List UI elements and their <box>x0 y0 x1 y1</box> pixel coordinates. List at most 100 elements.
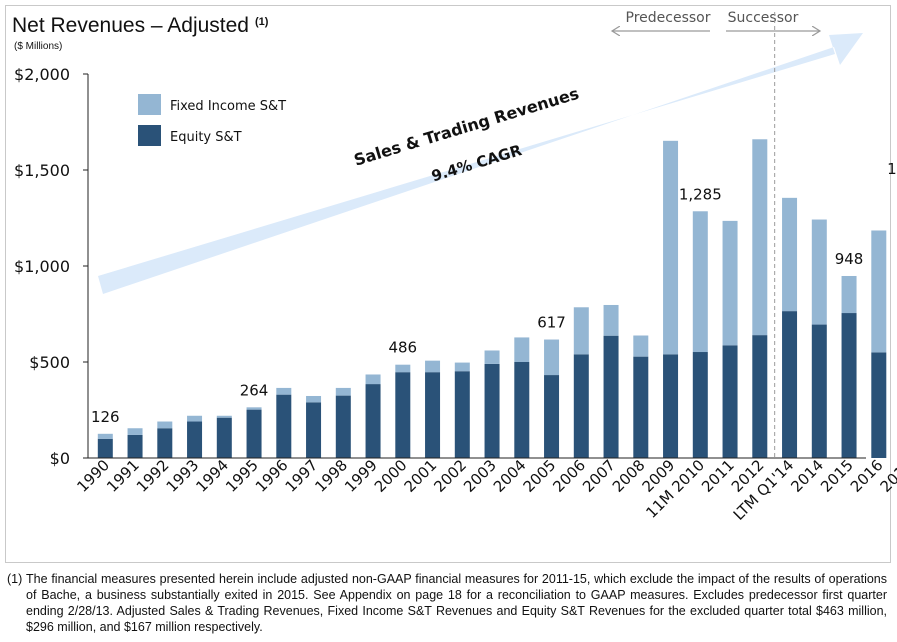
successor-label: Successor <box>728 10 799 26</box>
chart-subtitle: ($ Millions) <box>14 41 62 52</box>
y-tick-label: $1,000 <box>14 257 70 276</box>
x-tick-label: 1996 <box>252 456 292 496</box>
chart-title: Net Revenues – Adjusted (1) <box>12 14 269 37</box>
x-axis: 1990199119921993199419951996199719981999… <box>73 456 897 524</box>
bar-equity-2003 <box>484 363 500 458</box>
bar-fixed-income-2004 <box>514 337 530 362</box>
bar-equity-11m-2010 <box>692 352 708 458</box>
data-label-2000: 486 <box>388 339 417 357</box>
bar-equity-1999 <box>365 384 381 458</box>
bar-fixed-income-2008 <box>633 335 649 357</box>
bar-fixed-income-1992 <box>157 421 173 429</box>
bar-equity-1991 <box>127 434 143 458</box>
bar-fixed-income-2000 <box>395 364 411 373</box>
x-tick-label: 1994 <box>192 456 232 496</box>
bar-fixed-income-2011 <box>722 220 738 346</box>
bar-fixed-income-11m-2010 <box>692 211 708 353</box>
data-labels: 126 264 486 617 1,285 948 1,417 <box>91 160 897 426</box>
data-label-2015: 948 <box>835 250 864 268</box>
bar-equity-2000 <box>395 372 411 458</box>
bar-fixed-income-2015 <box>841 275 857 314</box>
y-axis: $0 $500 $1,000 $1,500 $2,000 <box>14 65 89 468</box>
data-label-2017: 1,417 <box>887 160 897 178</box>
footnote-text: The financial measures presented herein … <box>26 572 887 634</box>
legend-label-equity: Equity S&T <box>170 130 242 145</box>
bar-fixed-income-1995 <box>246 407 262 410</box>
bar-equity-1994 <box>216 417 232 458</box>
bar-equity-2002 <box>454 371 470 458</box>
legend-swatch-fixed-income <box>138 94 161 115</box>
chart-frame <box>5 5 891 563</box>
bar-equity-2008 <box>633 356 649 458</box>
bar-fixed-income-1998 <box>335 387 351 396</box>
x-tick-label: 2002 <box>430 456 470 496</box>
x-tick-label: 2000 <box>371 456 411 496</box>
sales-trading-arrow <box>98 33 863 294</box>
bar-equity-2001 <box>425 372 441 458</box>
bar-fixed-income-1993 <box>187 415 203 422</box>
bar-equity-2006 <box>573 354 589 458</box>
bar-fixed-income-ltm-q1-14 <box>782 197 798 312</box>
bar-equity-2004 <box>514 362 530 458</box>
bar-equity-2015 <box>841 313 857 458</box>
x-tick-label: 2006 <box>549 456 589 496</box>
y-tick-label: $0 <box>50 449 70 468</box>
x-tick-label: 1995 <box>222 456 262 496</box>
legend-label-fixed-income: Fixed Income S&T <box>170 99 286 114</box>
bar-fixed-income-1996 <box>276 387 292 395</box>
x-tick-label: 2003 <box>460 456 500 496</box>
bar-equity-1997 <box>306 402 322 458</box>
bar-equity-2005 <box>544 375 560 458</box>
bar-fixed-income-2005 <box>544 339 560 376</box>
x-tick-label: 1998 <box>311 456 351 496</box>
x-tick-label: 2014 <box>787 456 827 496</box>
bar-equity-2011 <box>722 345 738 458</box>
bar-fixed-income-2006 <box>573 307 589 355</box>
bar-fixed-income-2007 <box>603 304 619 336</box>
x-tick-label: 1992 <box>133 456 173 496</box>
bar-fixed-income-2014 <box>811 219 827 325</box>
bar-equity-1996 <box>276 394 292 458</box>
x-tick-label: 2016 <box>847 456 887 496</box>
bar-equity-ltm-q1-14 <box>782 311 798 458</box>
x-tick-label: 1997 <box>282 456 322 496</box>
bar-equity-1992 <box>157 428 173 458</box>
y-tick-label: $500 <box>29 353 70 372</box>
bar-fixed-income-1994 <box>216 415 232 418</box>
bar-equity-1995 <box>246 409 262 458</box>
bar-fixed-income-1990 <box>97 433 113 439</box>
bar-equity-2007 <box>603 335 619 458</box>
bar-fixed-income-2016 <box>871 230 887 353</box>
bar-equity-1998 <box>335 395 351 458</box>
bar-fixed-income-2001 <box>425 360 441 373</box>
x-tick-label: 2011 <box>698 456 738 496</box>
y-tick-label: $1,500 <box>14 161 70 180</box>
x-tick-label: 1990 <box>73 456 113 496</box>
x-tick-label: 2001 <box>401 456 441 496</box>
x-tick-label: 1999 <box>341 456 381 496</box>
bar-fixed-income-1997 <box>306 395 322 403</box>
x-tick-label: 2007 <box>579 456 619 496</box>
bar-equity-2012 <box>752 335 768 458</box>
data-label-2005: 617 <box>537 314 566 332</box>
footnote-mark: (1) <box>7 572 23 586</box>
bar-fixed-income-2009 <box>663 140 679 355</box>
bars <box>97 139 887 458</box>
x-tick-label: 2005 <box>520 456 560 496</box>
data-label-1990: 126 <box>91 408 120 426</box>
x-tick-label: 1993 <box>163 456 203 496</box>
bar-equity-2009 <box>663 354 679 458</box>
bar-fixed-income-1999 <box>365 374 381 385</box>
bar-equity-1993 <box>187 421 203 458</box>
y-tick-label: $2,000 <box>14 65 70 84</box>
x-tick-label: 1991 <box>103 456 143 496</box>
x-tick-label: 2015 <box>817 456 857 496</box>
bar-fixed-income-1991 <box>127 428 143 435</box>
cagr-label: 9.4% CAGR <box>429 141 524 185</box>
data-label-11m-2010: 1,285 <box>679 185 722 203</box>
data-label-1995: 264 <box>240 381 269 399</box>
bar-equity-2014 <box>811 324 827 458</box>
bar-equity-1990 <box>97 438 113 458</box>
bar-equity-2016 <box>871 352 887 458</box>
chart: Net Revenues – Adjusted (1) ($ Millions) … <box>12 10 897 524</box>
